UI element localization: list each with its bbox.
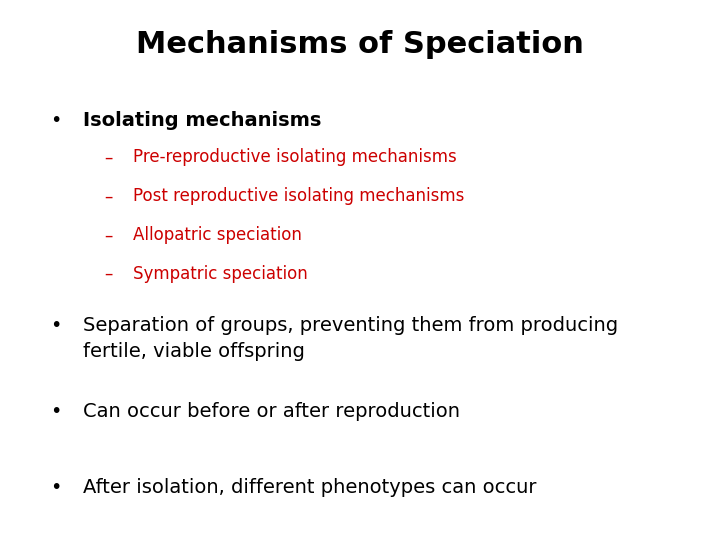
Text: Separation of groups, preventing them from producing
fertile, viable offspring: Separation of groups, preventing them fr… (83, 316, 618, 361)
Text: •: • (50, 478, 62, 497)
Text: –: – (104, 148, 113, 166)
Text: Mechanisms of Speciation: Mechanisms of Speciation (136, 30, 584, 59)
Text: Can occur before or after reproduction: Can occur before or after reproduction (83, 402, 460, 421)
Text: •: • (50, 402, 62, 421)
Text: •: • (50, 316, 62, 335)
Text: Allopatric speciation: Allopatric speciation (133, 226, 302, 244)
Text: Sympatric speciation: Sympatric speciation (133, 265, 308, 283)
Text: –: – (104, 226, 113, 244)
Text: Pre-reproductive isolating mechanisms: Pre-reproductive isolating mechanisms (133, 148, 457, 166)
Text: Isolating mechanisms: Isolating mechanisms (83, 111, 321, 130)
Text: –: – (104, 187, 113, 205)
Text: After isolation, different phenotypes can occur: After isolation, different phenotypes ca… (83, 478, 536, 497)
Text: –: – (104, 265, 113, 283)
Text: •: • (50, 111, 62, 130)
Text: Post reproductive isolating mechanisms: Post reproductive isolating mechanisms (133, 187, 464, 205)
